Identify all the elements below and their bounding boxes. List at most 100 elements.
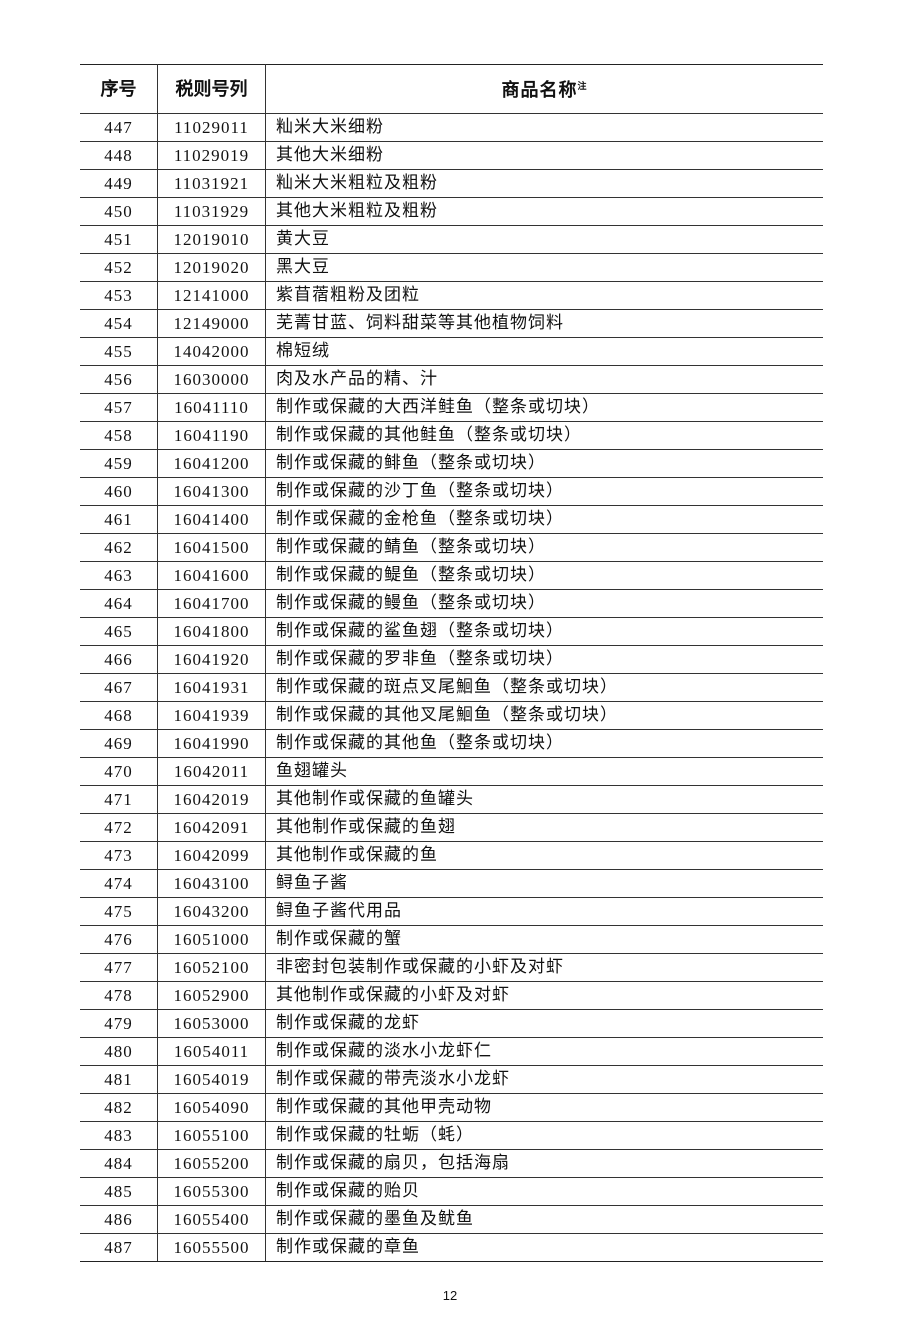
table-row: 466 16041920 制作或保藏的罗非鱼（整条或切块） (80, 645, 823, 674)
table-row: 477 16052100 非密封包装制作或保藏的小虾及对虾 (80, 953, 823, 982)
table-row: 476 16051000 制作或保藏的蟹 (80, 925, 823, 954)
cell-name: 制作或保藏的蟹 (265, 925, 823, 954)
cell-code: 16053000 (157, 1009, 266, 1038)
table-row: 464 16041700 制作或保藏的鳗鱼（整条或切块） (80, 589, 823, 618)
cell-index: 481 (80, 1065, 158, 1094)
cell-index: 447 (80, 113, 158, 142)
cell-code: 12019010 (157, 225, 266, 254)
cell-name: 制作或保藏的鲭鱼（整条或切块） (265, 533, 823, 562)
cell-code: 11029011 (157, 113, 266, 142)
table-row: 487 16055500 制作或保藏的章鱼 (80, 1233, 823, 1262)
cell-name: 其他制作或保藏的小虾及对虾 (265, 981, 823, 1010)
table-row: 456 16030000 肉及水产品的精、汁 (80, 365, 823, 394)
cell-index: 470 (80, 757, 158, 786)
header-index: 序号 (80, 64, 158, 114)
table-row: 481 16054019 制作或保藏的带壳淡水小龙虾 (80, 1065, 823, 1094)
cell-index: 473 (80, 841, 158, 870)
cell-index: 472 (80, 813, 158, 842)
cell-index: 462 (80, 533, 158, 562)
cell-name: 制作或保藏的鳀鱼（整条或切块） (265, 561, 823, 590)
cell-index: 456 (80, 365, 158, 394)
cell-name: 其他制作或保藏的鱼翅 (265, 813, 823, 842)
table-row: 479 16053000 制作或保藏的龙虾 (80, 1009, 823, 1038)
cell-code: 16055100 (157, 1121, 266, 1150)
cell-code: 16041400 (157, 505, 266, 534)
page-number: 12 (442, 1288, 458, 1303)
cell-index: 465 (80, 617, 158, 646)
cell-index: 463 (80, 561, 158, 590)
cell-index: 479 (80, 1009, 158, 1038)
cell-index: 461 (80, 505, 158, 534)
cell-code: 11031921 (157, 169, 266, 198)
table-row: 455 14042000 棉短绒 (80, 337, 823, 366)
cell-index: 464 (80, 589, 158, 618)
cell-code: 12149000 (157, 309, 266, 338)
cell-index: 448 (80, 141, 158, 170)
table-row: 475 16043200 鲟鱼子酱代用品 (80, 897, 823, 926)
cell-code: 11029019 (157, 141, 266, 170)
header-name-label: 商品名称 (501, 80, 578, 101)
cell-code: 16041300 (157, 477, 266, 506)
cell-code: 16055300 (157, 1177, 266, 1206)
tariff-table: 序号 税则号列 商品名称注 447 11029011 籼米大米细粉 448 110290… (80, 64, 823, 1262)
header-name: 商品名称注 (265, 64, 823, 114)
table-row: 469 16041990 制作或保藏的其他鱼（整条或切块） (80, 729, 823, 758)
header-name-note: 注 (577, 82, 588, 92)
cell-index: 460 (80, 477, 158, 506)
cell-name: 其他制作或保藏的鱼罐头 (265, 785, 823, 814)
table-row: 485 16055300 制作或保藏的贻贝 (80, 1177, 823, 1206)
cell-index: 482 (80, 1093, 158, 1122)
table-row: 467 16041931 制作或保藏的斑点叉尾鮰鱼（整条或切块） (80, 673, 823, 702)
cell-name: 制作或保藏的章鱼 (265, 1233, 823, 1262)
cell-index: 466 (80, 645, 158, 674)
cell-name: 制作或保藏的沙丁鱼（整条或切块） (265, 477, 823, 506)
table-row: 459 16041200 制作或保藏的鲱鱼（整条或切块） (80, 449, 823, 478)
cell-index: 474 (80, 869, 158, 898)
cell-code: 16042091 (157, 813, 266, 842)
cell-code: 16041990 (157, 729, 266, 758)
cell-name: 制作或保藏的斑点叉尾鮰鱼（整条或切块） (265, 673, 823, 702)
cell-name: 制作或保藏的鳗鱼（整条或切块） (265, 589, 823, 618)
cell-index: 450 (80, 197, 158, 226)
table-row: 457 16041110 制作或保藏的大西洋鲑鱼（整条或切块） (80, 393, 823, 422)
cell-code: 16054090 (157, 1093, 266, 1122)
cell-index: 467 (80, 673, 158, 702)
table-row: 480 16054011 制作或保藏的淡水小龙虾仁 (80, 1037, 823, 1066)
cell-name: 鲟鱼子酱 (265, 869, 823, 898)
cell-name: 制作或保藏的鲱鱼（整条或切块） (265, 449, 823, 478)
cell-name: 制作或保藏的淡水小龙虾仁 (265, 1037, 823, 1066)
table-row: 478 16052900 其他制作或保藏的小虾及对虾 (80, 981, 823, 1010)
table-row: 482 16054090 制作或保藏的其他甲壳动物 (80, 1093, 823, 1122)
cell-code: 16052900 (157, 981, 266, 1010)
cell-index: 475 (80, 897, 158, 926)
cell-name: 其他大米细粉 (265, 141, 823, 170)
cell-code: 12141000 (157, 281, 266, 310)
cell-code: 16054011 (157, 1037, 266, 1066)
cell-code: 14042000 (157, 337, 266, 366)
cell-name: 制作或保藏的扇贝，包括海扇 (265, 1149, 823, 1178)
cell-name: 非密封包装制作或保藏的小虾及对虾 (265, 953, 823, 982)
table-row: 474 16043100 鲟鱼子酱 (80, 869, 823, 898)
cell-index: 449 (80, 169, 158, 198)
cell-code: 16055400 (157, 1205, 266, 1234)
cell-index: 476 (80, 925, 158, 954)
table-row: 447 11029011 籼米大米细粉 (80, 113, 823, 142)
cell-index: 454 (80, 309, 158, 338)
cell-index: 487 (80, 1233, 158, 1262)
cell-name: 制作或保藏的带壳淡水小龙虾 (265, 1065, 823, 1094)
cell-code: 16041500 (157, 533, 266, 562)
cell-name: 棉短绒 (265, 337, 823, 366)
cell-name: 制作或保藏的其他鲑鱼（整条或切块） (265, 421, 823, 450)
cell-code: 16043100 (157, 869, 266, 898)
cell-name: 制作或保藏的龙虾 (265, 1009, 823, 1038)
cell-code: 16054019 (157, 1065, 266, 1094)
table-row: 449 11031921 籼米大米粗粒及粗粉 (80, 169, 823, 198)
cell-name: 制作或保藏的其他甲壳动物 (265, 1093, 823, 1122)
cell-name: 鱼翅罐头 (265, 757, 823, 786)
cell-index: 485 (80, 1177, 158, 1206)
cell-code: 16041931 (157, 673, 266, 702)
table-row: 453 12141000 紫苜蓿粗粉及团粒 (80, 281, 823, 310)
table-row: 454 12149000 芜菁甘蓝、饲料甜菜等其他植物饲料 (80, 309, 823, 338)
table-row: 460 16041300 制作或保藏的沙丁鱼（整条或切块） (80, 477, 823, 506)
cell-name: 制作或保藏的其他鱼（整条或切块） (265, 729, 823, 758)
